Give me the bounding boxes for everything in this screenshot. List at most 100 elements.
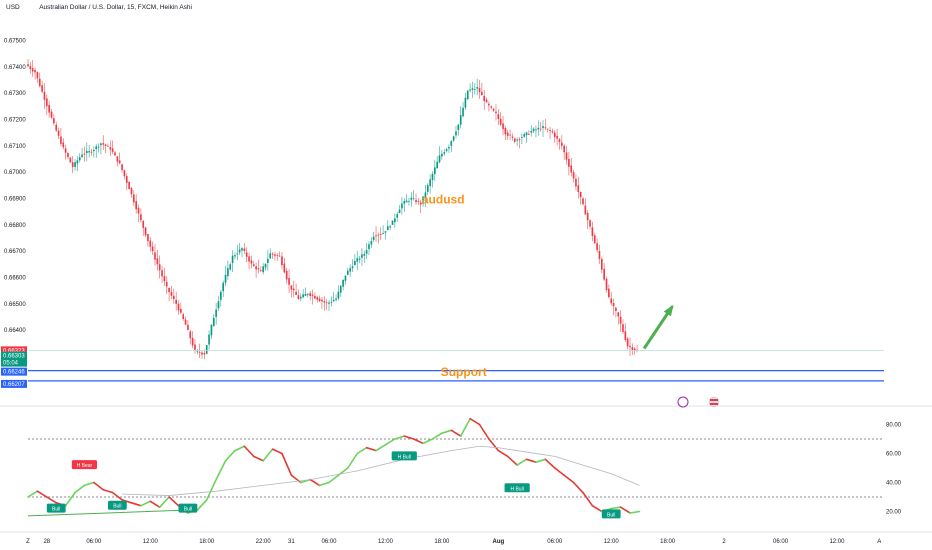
candle-body: [473, 89, 476, 90]
price-mark-label: 0.66323: [3, 348, 25, 354]
osc-badge[interactable]: Bull: [601, 509, 621, 519]
osc-line-segment: [553, 467, 565, 477]
candle-body: [361, 254, 363, 258]
up-arrow-head: [663, 304, 674, 317]
candle-body: [549, 130, 551, 132]
osc-badge[interactable]: H Bull: [391, 451, 417, 461]
osc-line-segment: [102, 488, 114, 494]
candle-body: [196, 350, 199, 352]
candle-body: [123, 170, 126, 177]
osc-line-segment: [83, 481, 95, 487]
candle-body: [194, 344, 196, 350]
candle-body: [137, 207, 140, 214]
candle-body: [469, 89, 471, 91]
osc-line-segment: [403, 435, 415, 440]
price-axis-tick: 0.67000: [4, 170, 26, 176]
osc-line-segment: [36, 490, 48, 498]
candle-body: [114, 152, 116, 156]
candle-body: [457, 124, 460, 131]
osc-line-segment: [375, 443, 387, 452]
candle-body: [264, 263, 267, 268]
price-axis-tick: 0.67400: [4, 65, 26, 71]
osc-line-segment: [450, 429, 462, 437]
candle-body: [532, 128, 535, 132]
event-icons[interactable]: [677, 396, 720, 408]
osc-axis-tick: 60.00: [886, 452, 902, 458]
candle-body: [605, 278, 608, 291]
time-axis-tick: 18:00: [434, 539, 450, 545]
candle-body: [391, 220, 394, 225]
candle-body: [93, 150, 95, 152]
osc-badge[interactable]: Bull: [46, 503, 66, 513]
osc-badge[interactable]: Bull: [107, 500, 127, 510]
chart-annotation[interactable]: audusd: [422, 193, 465, 207]
candle-body: [90, 151, 93, 153]
candle-body: [130, 187, 133, 195]
osc-line-segment: [64, 491, 76, 507]
candle-body: [38, 78, 41, 87]
candle-body: [276, 255, 279, 256]
candle-body: [382, 233, 384, 234]
osc-line-segment: [506, 455, 518, 466]
candle-body: [556, 135, 558, 139]
candle-body: [74, 162, 76, 167]
candle-body: [577, 185, 580, 192]
candle-body: [476, 87, 478, 89]
time-axis-tick: Z: [26, 539, 30, 545]
price-axis-tick: 0.66400: [4, 328, 26, 334]
osc-line-segment: [412, 438, 424, 445]
osc-badge-bg: [601, 509, 621, 519]
candle-body: [504, 128, 507, 135]
candle-body: [412, 198, 415, 200]
candle-body: [43, 91, 46, 100]
candle-body: [121, 164, 123, 171]
candle-body: [471, 88, 474, 90]
osc-axis-tick: 80.00: [886, 423, 902, 429]
price-axis-tick: 0.66900: [4, 196, 26, 202]
candle-body: [231, 255, 234, 263]
candle-body: [358, 258, 361, 260]
price-axis-tick: 0.67300: [4, 91, 26, 97]
time-axis-tick: 12:00: [378, 539, 394, 545]
candle-body: [438, 155, 441, 163]
lightning-icon[interactable]: [677, 396, 689, 408]
candle-body: [328, 302, 330, 304]
candle-body: [436, 161, 439, 169]
candle-body: [307, 294, 309, 295]
us-flag-icon[interactable]: [708, 396, 720, 408]
candle-body: [349, 268, 351, 272]
candle-body: [323, 301, 326, 303]
candle-body: [299, 296, 302, 299]
osc-line-segment: [234, 445, 246, 452]
candle-body: [509, 134, 511, 136]
candle-body: [238, 249, 241, 253]
candle-body: [398, 209, 401, 213]
osc-line-segment: [130, 501, 142, 507]
candle-body: [415, 199, 417, 203]
candle-body: [248, 256, 250, 262]
candle-body: [537, 127, 540, 130]
candle-body: [50, 111, 53, 118]
candle-body: [551, 131, 554, 133]
candle-body: [262, 266, 264, 273]
candle-body: [241, 248, 243, 251]
candle-body: [175, 299, 177, 304]
chart-annotation[interactable]: Support: [441, 365, 487, 379]
osc-badge[interactable]: H Bull: [504, 483, 530, 493]
candle-body: [107, 145, 109, 147]
price-mark-label: 0.66303: [3, 354, 25, 360]
osc-badge-bg: [71, 460, 98, 470]
candle-body: [386, 226, 389, 231]
candle-body: [424, 192, 427, 198]
osc-badge[interactable]: H Bear: [71, 460, 98, 470]
candle-body: [64, 148, 67, 153]
candle-body: [523, 134, 526, 137]
price-axis-tick: 0.67100: [4, 144, 26, 150]
candle-body: [401, 203, 403, 209]
candle-body: [603, 268, 605, 280]
candle-body: [271, 253, 274, 255]
candle-body: [368, 244, 370, 250]
osc-badge[interactable]: Bull: [178, 503, 198, 513]
candle-body: [163, 276, 166, 282]
